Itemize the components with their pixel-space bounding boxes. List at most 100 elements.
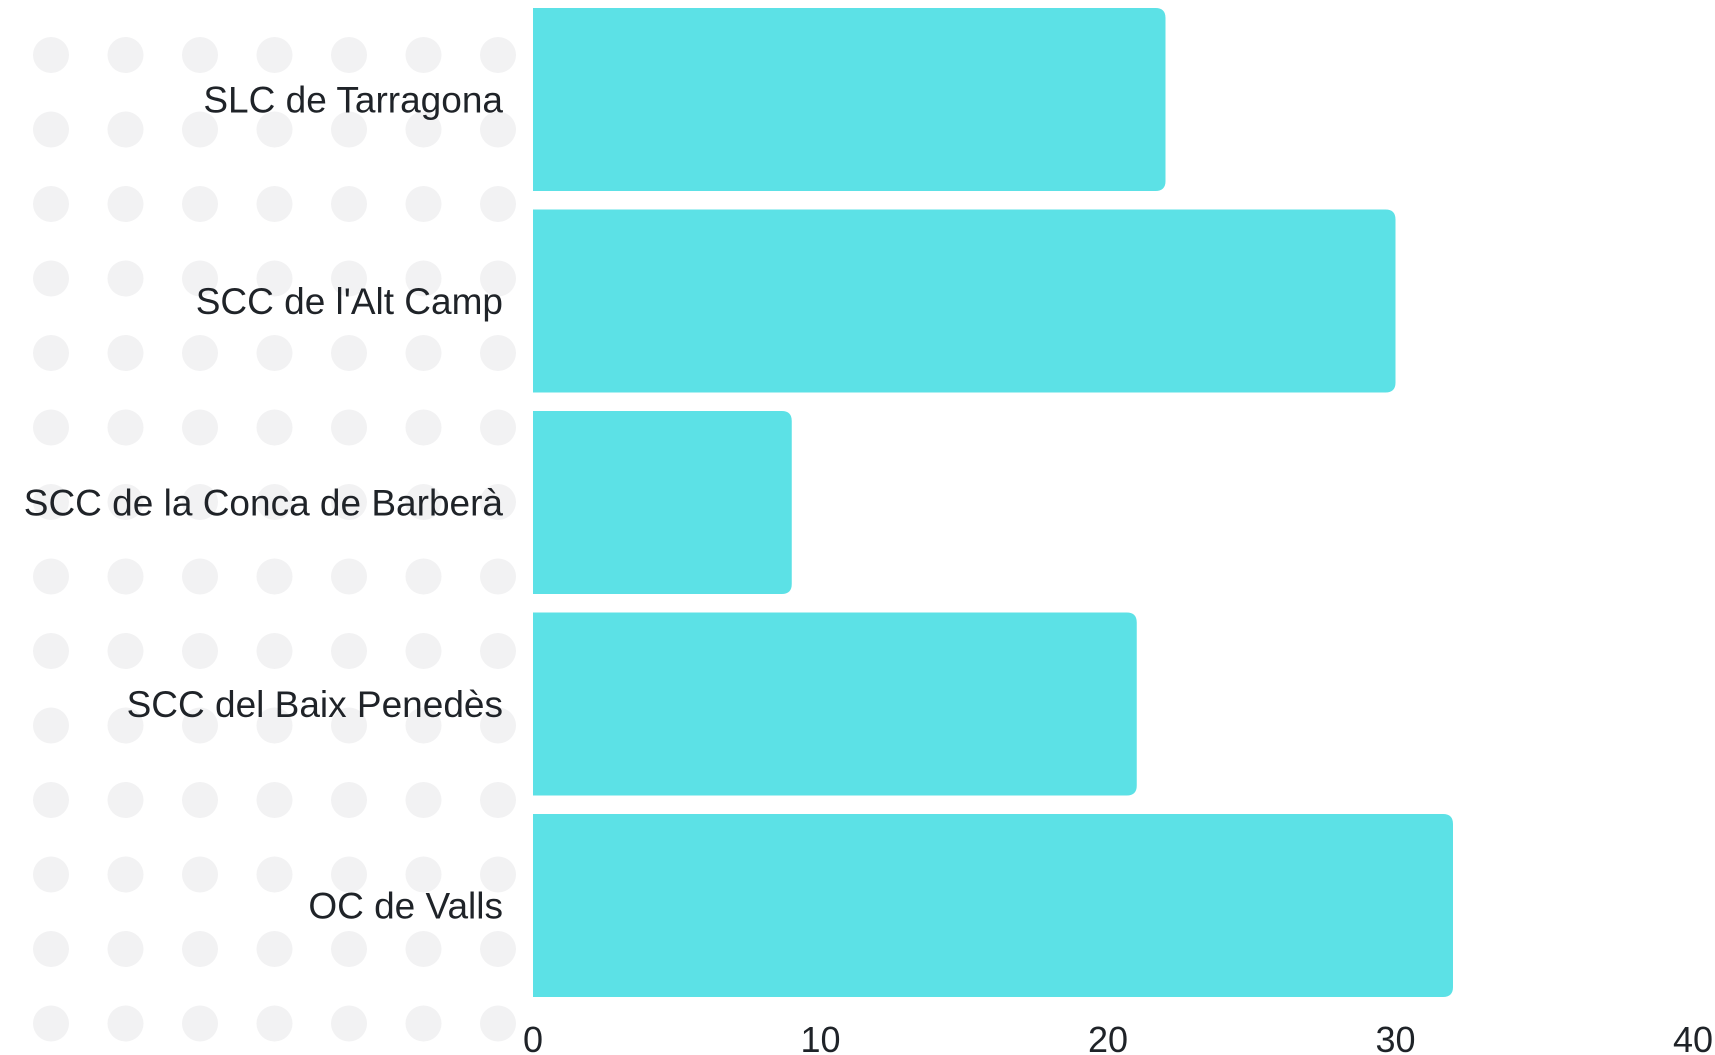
background-dot <box>480 260 516 297</box>
background-dot <box>33 335 69 371</box>
background-dot <box>182 409 218 446</box>
background-dot <box>331 633 367 669</box>
background-dot <box>107 409 144 446</box>
bars-group <box>533 8 1453 997</box>
background-dot <box>256 707 293 744</box>
background-dot <box>256 335 293 371</box>
category-label: SCC de la Conca de Barberà <box>24 483 504 524</box>
background-dot <box>107 707 144 744</box>
background-dot <box>331 335 367 371</box>
background-dot <box>256 260 293 297</box>
background-dot <box>480 484 516 520</box>
background-dot <box>33 484 69 520</box>
background-dot <box>107 782 144 818</box>
background-dot <box>405 335 442 371</box>
background-dot <box>182 633 218 669</box>
background-dot <box>107 260 144 297</box>
background-dot <box>107 931 144 967</box>
x-tick-label: 10 <box>800 1019 840 1055</box>
x-tick-label: 40 <box>1673 1019 1713 1055</box>
bar <box>533 209 1396 393</box>
background-dot <box>33 186 69 222</box>
background-dot <box>182 335 218 371</box>
background-dot <box>480 856 516 893</box>
category-label: OC de Valls <box>308 886 503 927</box>
background-dot <box>405 260 442 297</box>
background-dot <box>331 931 367 967</box>
background-dot <box>33 1005 69 1042</box>
background-dot <box>107 1005 144 1042</box>
background-dot <box>331 707 367 744</box>
background-dot <box>331 260 367 297</box>
background-dot <box>331 1005 367 1042</box>
background-dot <box>405 409 442 446</box>
background-dot <box>405 186 442 222</box>
x-tick-label: 30 <box>1375 1019 1415 1055</box>
background-dot <box>405 37 442 73</box>
background-dot <box>331 186 367 222</box>
background-dot <box>107 186 144 222</box>
background-dot <box>182 186 218 222</box>
background-dot <box>182 37 218 73</box>
background-dot <box>256 782 293 818</box>
background-dot <box>182 111 218 148</box>
background-dot <box>331 111 367 148</box>
background-dot <box>256 633 293 669</box>
background-dot <box>480 111 516 148</box>
background-dot <box>107 856 144 893</box>
background-dot <box>331 484 367 520</box>
background-dot <box>480 931 516 967</box>
background-dot <box>480 558 516 595</box>
background-dot <box>33 707 69 744</box>
background-dot <box>182 931 218 967</box>
background-dot <box>256 558 293 595</box>
background-dot <box>405 633 442 669</box>
background-dot <box>405 707 442 744</box>
background-dot <box>182 558 218 595</box>
background-dot <box>182 707 218 744</box>
bar <box>533 814 1453 997</box>
background-dot <box>256 37 293 73</box>
background-dot <box>480 633 516 669</box>
category-label: SCC del Baix Penedès <box>127 684 503 725</box>
background-dot <box>107 633 144 669</box>
background-dot <box>480 782 516 818</box>
background-dot <box>480 335 516 371</box>
background-dot <box>182 260 218 297</box>
background-dot <box>405 111 442 148</box>
background-dot <box>256 856 293 893</box>
bar <box>533 411 792 594</box>
background-dot <box>33 558 69 595</box>
background-dot <box>405 931 442 967</box>
background-dot <box>33 931 69 967</box>
background-dot <box>33 782 69 818</box>
background-dot <box>480 186 516 222</box>
background-dot <box>405 558 442 595</box>
background-dot <box>405 484 442 520</box>
background-dot <box>405 856 442 893</box>
background-dot <box>480 37 516 73</box>
category-label: SLC de Tarragona <box>203 80 503 121</box>
background-dot <box>331 856 367 893</box>
background-dot <box>107 558 144 595</box>
background-dot <box>33 633 69 669</box>
background-dot <box>256 111 293 148</box>
bar <box>533 8 1166 191</box>
background-dot <box>405 782 442 818</box>
bar <box>533 612 1137 796</box>
category-label: SCC de l'Alt Camp <box>196 281 503 322</box>
background-dot <box>107 484 144 520</box>
background-dot <box>480 409 516 446</box>
background-dot <box>107 111 144 148</box>
background-dot <box>182 782 218 818</box>
background-dot <box>331 37 367 73</box>
background-dot <box>33 409 69 446</box>
background-dot <box>256 409 293 446</box>
background-dot <box>107 37 144 73</box>
background-dot <box>331 782 367 818</box>
category-labels: SLC de Tarragona SCC de l'Alt Camp SCC de … <box>24 80 504 927</box>
background-dot <box>182 484 218 520</box>
background-dot <box>256 186 293 222</box>
background-dot <box>256 484 293 520</box>
